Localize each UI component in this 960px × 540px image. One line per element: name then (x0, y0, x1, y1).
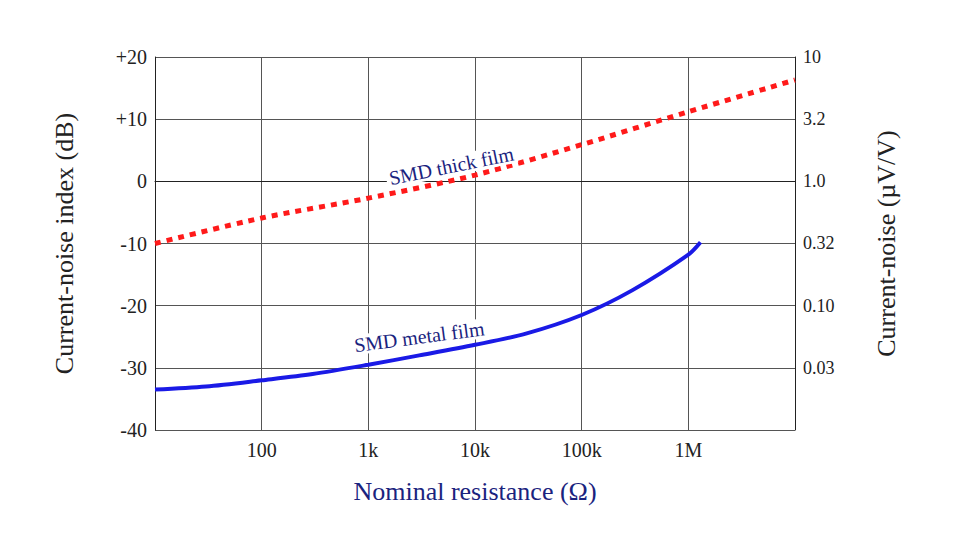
svg-text:100k: 100k (562, 439, 602, 461)
svg-text:0: 0 (137, 170, 147, 192)
svg-text:0.10: 0.10 (803, 296, 835, 316)
svg-text:0.32: 0.32 (803, 233, 835, 253)
svg-text:-30: -30 (120, 357, 147, 379)
svg-text:0.03: 0.03 (803, 358, 835, 378)
svg-text:3.2: 3.2 (803, 109, 826, 129)
svg-text:10: 10 (803, 47, 821, 67)
svg-text:-10: -10 (120, 233, 147, 255)
svg-text:SMD metal film: SMD metal film (353, 317, 486, 356)
svg-text:1M: 1M (674, 439, 702, 461)
svg-text:1k: 1k (358, 439, 378, 461)
svg-text:SMD thick film: SMD thick film (387, 142, 516, 189)
svg-text:+20: +20 (116, 46, 147, 68)
svg-text:+10: +10 (116, 108, 147, 130)
svg-text:10k: 10k (460, 439, 490, 461)
svg-text:Current-noise (µV/V): Current-noise (µV/V) (872, 130, 901, 357)
svg-text:-40: -40 (120, 419, 147, 441)
svg-text:Nominal resistance (Ω): Nominal resistance (Ω) (353, 477, 596, 506)
svg-text:-20: -20 (120, 295, 147, 317)
svg-text:Current-noise index (dB): Current-noise index (dB) (50, 113, 79, 374)
svg-text:1.0: 1.0 (803, 171, 826, 191)
svg-text:100: 100 (247, 439, 277, 461)
